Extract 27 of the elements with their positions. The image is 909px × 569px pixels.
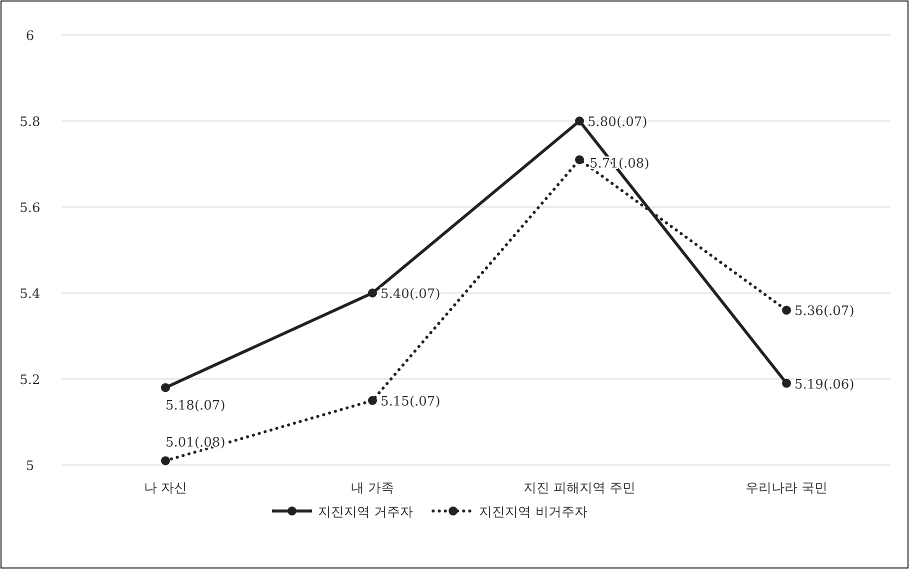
data-label: 5.19(.06) (794, 377, 854, 392)
y-tick-label: 5.2 (20, 373, 40, 388)
legend-label: 지진지역 거주자 (318, 505, 414, 520)
point (368, 396, 377, 405)
data-label: 5.80(.07) (588, 115, 648, 130)
data-label: 5.40(.07) (380, 287, 440, 302)
x-tick-label: 나 자신 (144, 481, 188, 496)
y-tick-label: 5.6 (20, 201, 40, 216)
x-tick-label: 지진 피해지역 주민 (523, 481, 636, 496)
y-tick-label: 5 (26, 459, 34, 474)
point (368, 288, 377, 298)
data-label: 5.18(.07) (166, 398, 226, 414)
point (161, 456, 170, 466)
point (161, 383, 170, 392)
point (575, 116, 584, 126)
y-tick-label: 6 (26, 29, 34, 44)
data-label: 5.36(.07) (794, 304, 854, 320)
point (782, 306, 791, 315)
point (782, 378, 791, 388)
point (575, 155, 584, 164)
x-tick-label: 내 가족 (350, 481, 394, 496)
y-tick-label: 5.4 (20, 287, 40, 302)
legend-label: 지진지역 비거주자 (479, 505, 588, 520)
y-tick-label: 5.8 (20, 115, 40, 130)
data-label: 5.15(.07) (380, 394, 440, 410)
x-tick-label: 우리나라 국민 (745, 481, 828, 496)
data-label: 5.01(.08) (166, 436, 226, 451)
